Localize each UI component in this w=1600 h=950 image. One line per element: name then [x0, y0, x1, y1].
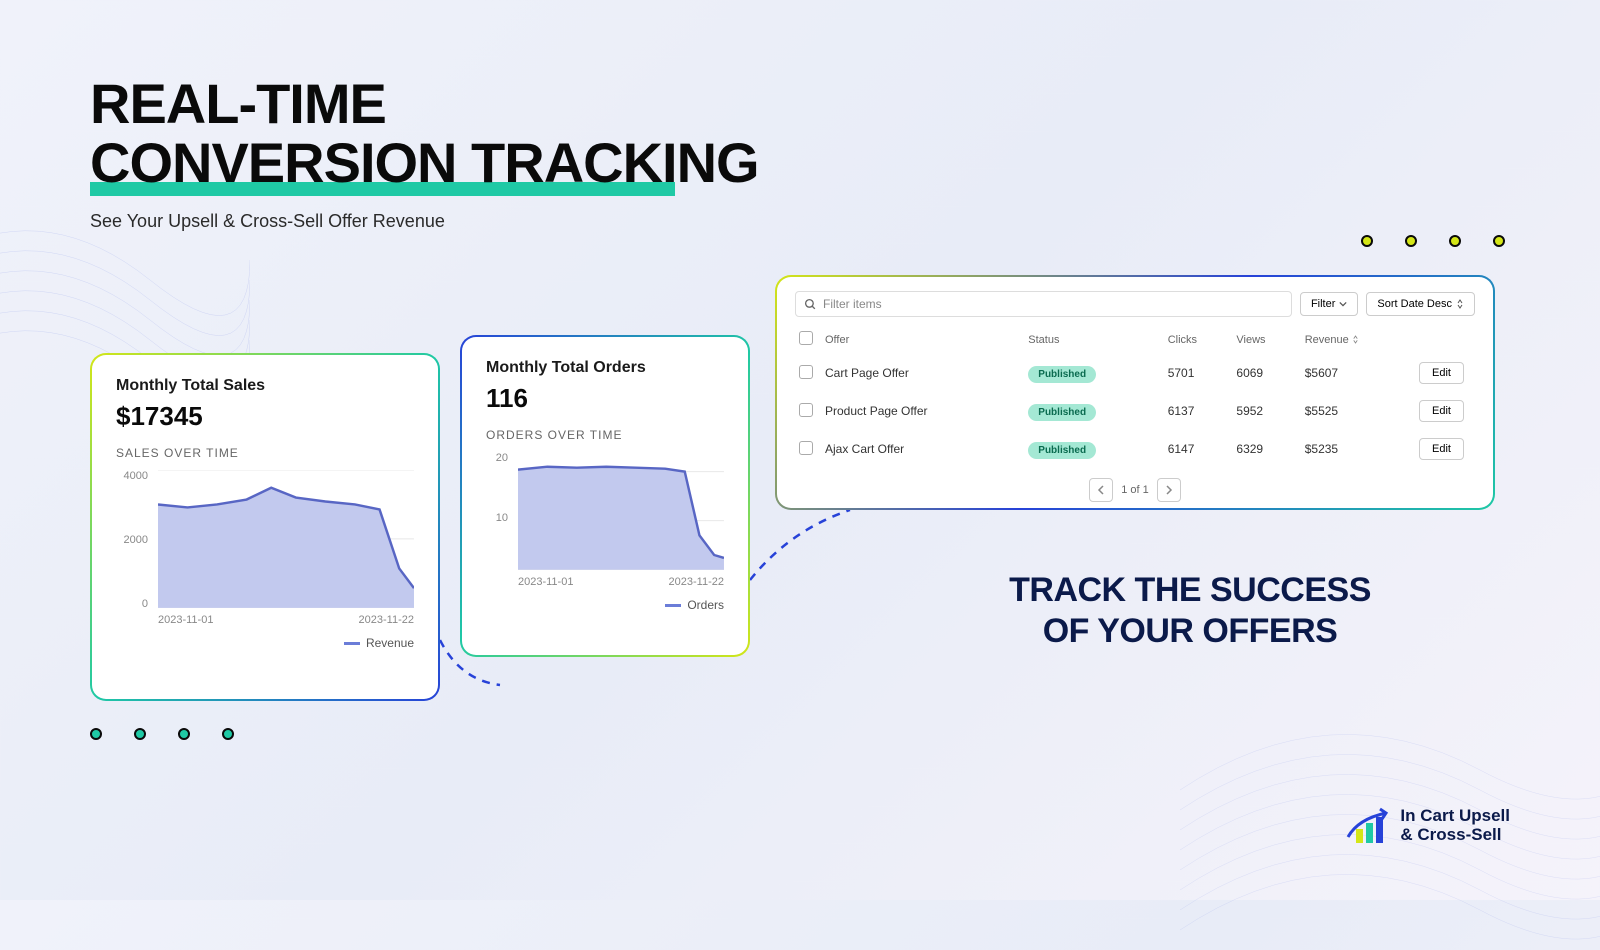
search-input[interactable]: Filter items	[795, 291, 1292, 317]
orders-legend: Orders	[486, 598, 724, 612]
headline-line2: CONVERSION TRACKING	[90, 134, 759, 193]
views-value: 6069	[1232, 354, 1300, 392]
sort-icon	[1352, 335, 1359, 344]
table-row: Cart Page Offer Published 5701 6069 $560…	[795, 354, 1475, 392]
edit-button[interactable]: Edit	[1419, 362, 1464, 384]
headline-subtitle: See Your Upsell & Cross-Sell Offer Reven…	[90, 211, 759, 232]
prev-page-button[interactable]	[1089, 478, 1113, 502]
views-value: 5952	[1232, 392, 1300, 430]
headline-line1: REAL-TIME	[90, 72, 386, 135]
revenue-value: $5525	[1301, 392, 1415, 430]
track-headline: TRACK THE SUCCESS OF YOUR OFFERS	[910, 570, 1470, 652]
decor-dots-teal	[90, 728, 234, 740]
clicks-value: 5701	[1164, 354, 1233, 392]
row-checkbox[interactable]	[799, 403, 813, 417]
sales-legend: Revenue	[116, 636, 414, 650]
next-page-button[interactable]	[1157, 478, 1181, 502]
status-badge: Published	[1028, 366, 1096, 383]
views-value: 6329	[1232, 430, 1300, 468]
sales-subtitle: SALES OVER TIME	[116, 446, 414, 460]
sales-value: $17345	[116, 401, 414, 432]
brand-logo: In Cart Upsell & Cross-Sell	[1346, 807, 1510, 845]
sales-card: Monthly Total Sales $17345 SALES OVER TI…	[90, 353, 440, 701]
orders-chart: 20 10	[486, 452, 724, 572]
select-all-checkbox[interactable]	[799, 331, 813, 345]
chevron-left-icon	[1097, 485, 1105, 495]
sales-title: Monthly Total Sales	[116, 377, 414, 395]
table-row: Product Page Offer Published 6137 5952 $…	[795, 392, 1475, 430]
status-badge: Published	[1028, 442, 1096, 459]
pagination: 1 of 1	[795, 478, 1475, 502]
row-checkbox[interactable]	[799, 365, 813, 379]
edit-button[interactable]: Edit	[1419, 438, 1464, 460]
offers-table: Offer Status Clicks Views Revenue Cart P…	[795, 325, 1475, 468]
table-row: Ajax Cart Offer Published 6147 6329 $523…	[795, 430, 1475, 468]
orders-value: 116	[486, 383, 724, 414]
edit-button[interactable]: Edit	[1419, 400, 1464, 422]
search-icon	[804, 298, 817, 311]
row-checkbox[interactable]	[799, 441, 813, 455]
decor-dots-yellow	[1361, 235, 1505, 247]
sort-button[interactable]: Sort Date Desc	[1366, 292, 1475, 316]
orders-title: Monthly Total Orders	[486, 359, 724, 377]
bg-wave-right	[1180, 450, 1600, 950]
revenue-value: $5235	[1301, 430, 1415, 468]
offer-name: Product Page Offer	[821, 392, 1024, 430]
revenue-value: $5607	[1301, 354, 1415, 392]
page-indicator: 1 of 1	[1121, 484, 1149, 496]
orders-subtitle: ORDERS OVER TIME	[486, 428, 724, 442]
status-badge: Published	[1028, 404, 1096, 421]
chevron-down-icon	[1339, 300, 1347, 308]
main-headline: REAL-TIME CONVERSION TRACKING See Your U…	[90, 75, 759, 232]
brand-icon	[1346, 807, 1390, 845]
offers-table-card: Filter items Filter Sort Date Desc Offer…	[775, 275, 1495, 510]
clicks-value: 6137	[1164, 392, 1233, 430]
sort-icon	[1456, 299, 1464, 309]
offer-name: Cart Page Offer	[821, 354, 1024, 392]
filter-button[interactable]: Filter	[1300, 292, 1358, 316]
clicks-value: 6147	[1164, 430, 1233, 468]
offer-name: Ajax Cart Offer	[821, 430, 1024, 468]
chevron-right-icon	[1165, 485, 1173, 495]
sales-chart: 4000 2000 0	[116, 470, 414, 610]
orders-card: Monthly Total Orders 116 ORDERS OVER TIM…	[460, 335, 750, 657]
